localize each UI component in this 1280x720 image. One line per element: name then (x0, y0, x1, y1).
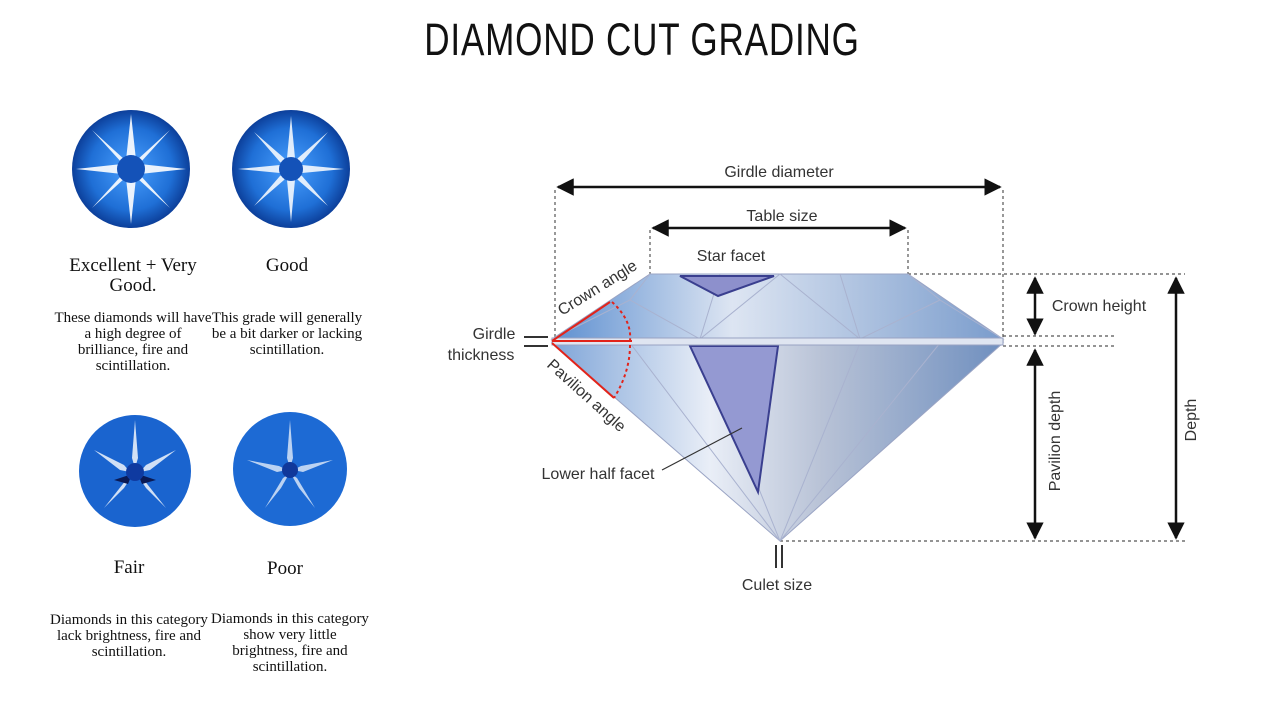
grade-name-fair: Fair (113, 557, 145, 578)
culet-size-label: Culet size (742, 577, 812, 594)
grade-description-fair: Diamonds in this category lack brightnes… (50, 612, 208, 660)
depth-label: Depth (1183, 399, 1200, 442)
girdle-thickness-label-line1: Girdle (473, 326, 516, 343)
pavilion-shape (550, 342, 1005, 542)
grade-description-poor: Diamonds in this category show very litt… (211, 611, 369, 675)
star-facet-label: Star facet (697, 248, 766, 265)
diamond-fair-image (79, 415, 191, 527)
diamond-good-image (232, 110, 350, 228)
pavilion-depth-label: Pavilion depth (1047, 391, 1064, 492)
diamond-excellent-image (72, 110, 190, 228)
angle-markers (551, 301, 632, 399)
girdle-thickness-label-line2: thickness (448, 347, 515, 364)
crown-height-label: Crown height (1052, 298, 1147, 315)
lower-half-facet-label: Lower half facet (542, 466, 656, 483)
diamond-poor-image (233, 412, 347, 526)
grade-name-poor: Poor (267, 558, 303, 579)
grade-name-good: Good (265, 255, 309, 276)
grade-description-good: This grade will generally be a bit darke… (211, 310, 363, 358)
grade-description-excellent: These diamonds will have a high degree o… (54, 310, 212, 374)
lower-half-facet-pointer (661, 427, 743, 471)
girdle-diameter-label: Girdle diameter (724, 164, 834, 181)
grade-name-excellent: Excellent + Very Good. (69, 255, 197, 296)
page-title: DIAMOND CUT GRADING (424, 14, 860, 65)
table-size-label: Table size (746, 208, 817, 225)
guide-lines (554, 190, 1185, 542)
star-facet-shape (679, 275, 775, 298)
lower-half-facet-shape (688, 345, 780, 496)
